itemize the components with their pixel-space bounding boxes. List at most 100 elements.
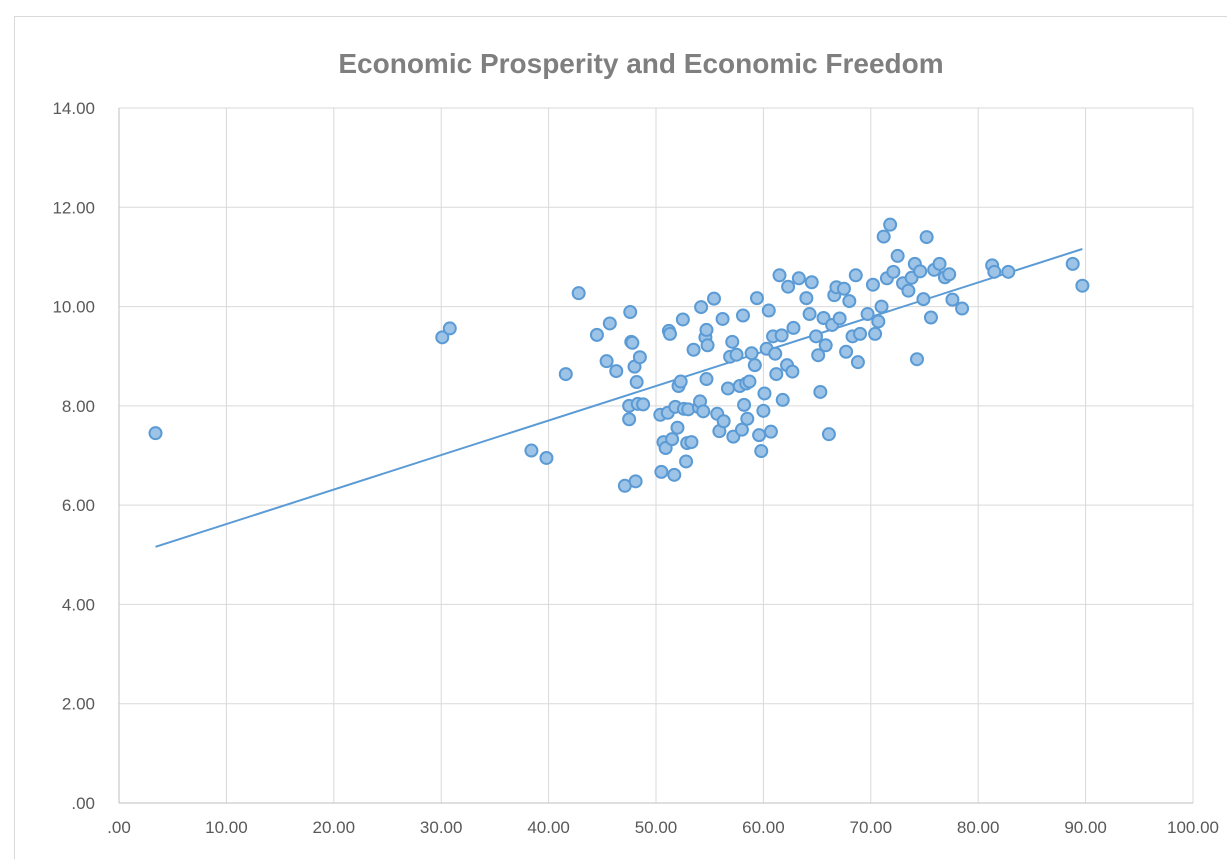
data-point bbox=[919, 230, 934, 245]
data-point bbox=[850, 355, 865, 370]
data-point bbox=[809, 329, 824, 344]
data-point bbox=[524, 443, 539, 458]
data-point bbox=[715, 311, 730, 326]
data-point bbox=[945, 292, 960, 307]
data-point bbox=[955, 301, 970, 316]
chart-title: Economic Prosperity and Economic Freedom bbox=[338, 48, 943, 79]
data-point bbox=[667, 467, 682, 482]
data-point bbox=[769, 367, 784, 382]
data-point bbox=[775, 392, 790, 407]
trendline-layer bbox=[155, 248, 1083, 548]
data-point bbox=[686, 342, 701, 357]
data-point bbox=[821, 427, 836, 442]
data-point bbox=[853, 326, 868, 341]
data-point bbox=[675, 312, 690, 327]
data-point bbox=[749, 291, 764, 306]
data-point bbox=[876, 229, 891, 244]
data-point bbox=[700, 338, 715, 353]
data-point bbox=[747, 358, 762, 373]
x-tick-label: 20.00 bbox=[313, 818, 356, 837]
data-point bbox=[781, 279, 796, 294]
data-point bbox=[842, 294, 857, 309]
data-point bbox=[868, 326, 883, 341]
data-point bbox=[670, 420, 685, 435]
x-tick-label: 60.00 bbox=[742, 818, 785, 837]
data-point bbox=[768, 346, 783, 361]
data-point bbox=[625, 335, 640, 350]
data-point bbox=[602, 316, 617, 331]
data-point bbox=[684, 435, 699, 450]
data-point bbox=[636, 397, 651, 412]
data-point bbox=[785, 364, 800, 379]
data-point bbox=[890, 248, 905, 263]
data-point bbox=[539, 450, 554, 465]
data-point bbox=[871, 314, 886, 329]
data-point bbox=[802, 307, 817, 322]
data-point bbox=[694, 300, 709, 315]
data-point bbox=[761, 303, 776, 318]
data-point bbox=[662, 326, 677, 341]
data-point bbox=[744, 346, 759, 361]
x-axis-tick-labels: .00 10.00 20.00 30.00 40.00 50.00 60.00 70.00 80… bbox=[107, 818, 1219, 837]
data-point bbox=[679, 454, 694, 469]
data-point bbox=[799, 291, 814, 306]
x-tick-label: 40.00 bbox=[527, 818, 570, 837]
data-point bbox=[913, 264, 928, 279]
data-point bbox=[706, 291, 721, 306]
data-point bbox=[839, 344, 854, 359]
data-point bbox=[599, 354, 614, 369]
data-point bbox=[622, 412, 637, 427]
data-point bbox=[763, 424, 778, 439]
data-point bbox=[589, 327, 604, 342]
data-point bbox=[874, 299, 889, 314]
data-point bbox=[1065, 256, 1080, 271]
data-point bbox=[752, 428, 767, 443]
data-point bbox=[623, 305, 638, 320]
data-point bbox=[716, 414, 731, 429]
data-point bbox=[632, 350, 647, 365]
data-point bbox=[860, 307, 875, 322]
data-point bbox=[737, 397, 752, 412]
data-point bbox=[774, 328, 789, 343]
data-points bbox=[148, 217, 1090, 493]
y-tick-label: 4.00 bbox=[62, 595, 95, 614]
x-tick-label: 70.00 bbox=[850, 818, 893, 837]
trendline bbox=[155, 248, 1083, 548]
data-point bbox=[848, 268, 863, 283]
data-point bbox=[696, 404, 711, 419]
data-point bbox=[754, 444, 769, 459]
x-tick-label: 50.00 bbox=[635, 818, 678, 837]
data-point bbox=[654, 464, 669, 479]
x-tick-label: .00 bbox=[107, 818, 131, 837]
data-point bbox=[609, 364, 624, 379]
data-point bbox=[699, 322, 714, 337]
data-point bbox=[772, 268, 787, 283]
data-point bbox=[1001, 264, 1016, 279]
y-tick-label: .00 bbox=[71, 794, 95, 813]
y-axis-tick-labels: .00 2.00 4.00 6.00 8.00 10.00 12.00 14.00 bbox=[52, 99, 95, 813]
y-tick-label: 6.00 bbox=[62, 496, 95, 515]
data-point bbox=[628, 474, 643, 489]
data-point bbox=[729, 347, 744, 362]
data-point bbox=[148, 426, 163, 441]
data-point bbox=[699, 372, 714, 387]
data-point bbox=[923, 310, 938, 325]
data-point bbox=[886, 264, 901, 279]
x-tick-label: 10.00 bbox=[205, 818, 248, 837]
data-point bbox=[786, 320, 801, 335]
data-point bbox=[811, 348, 826, 363]
data-point bbox=[757, 386, 772, 401]
data-point bbox=[571, 286, 586, 301]
data-point bbox=[558, 367, 573, 382]
data-point bbox=[942, 267, 957, 282]
y-tick-label: 14.00 bbox=[52, 99, 95, 118]
data-point bbox=[832, 311, 847, 326]
data-point bbox=[665, 432, 680, 447]
axes bbox=[118, 108, 1193, 804]
data-point bbox=[740, 411, 755, 426]
data-point bbox=[865, 277, 880, 292]
data-point bbox=[1075, 278, 1090, 293]
data-point bbox=[836, 281, 851, 296]
x-tick-label: 80.00 bbox=[957, 818, 1000, 837]
y-tick-label: 8.00 bbox=[62, 397, 95, 416]
